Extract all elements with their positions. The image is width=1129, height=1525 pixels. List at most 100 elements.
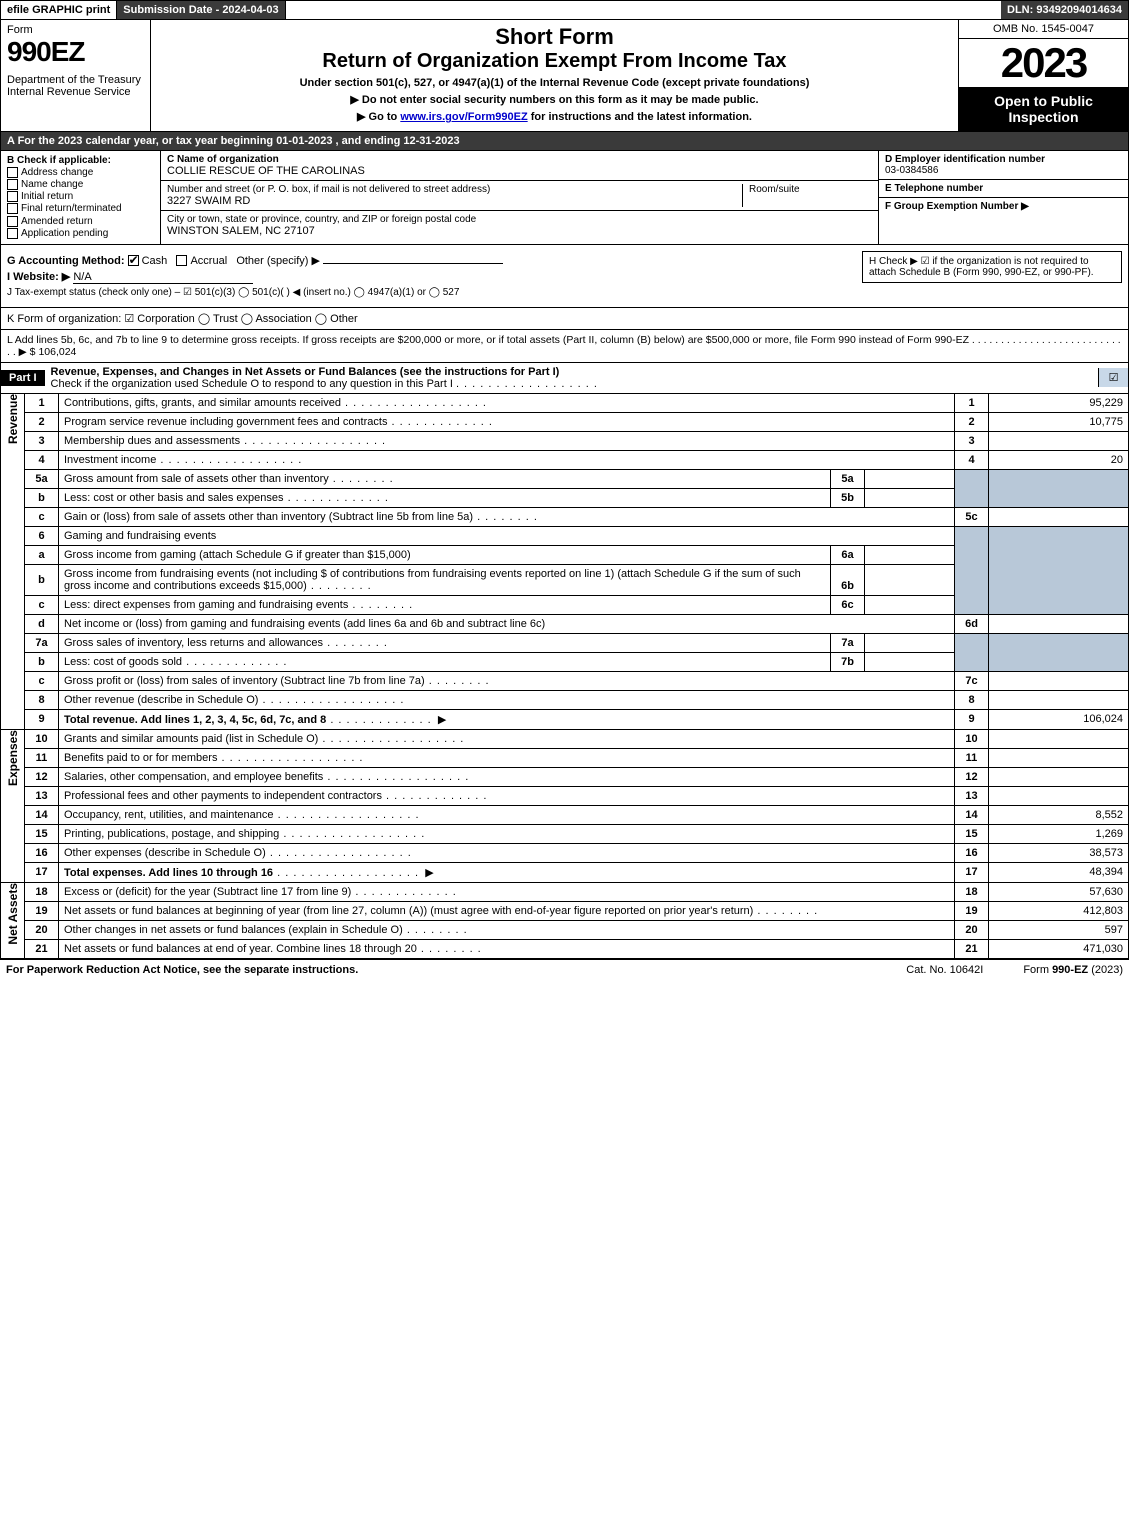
irs-link[interactable]: www.irs.gov/Form990EZ <box>400 111 527 123</box>
expenses-label: Expenses <box>0 730 24 883</box>
part1-header: Part I Revenue, Expenses, and Changes in… <box>0 363 1129 394</box>
tax-year: 2023 <box>959 39 1128 87</box>
line-7a: 7aGross sales of inventory, less returns… <box>25 633 1129 652</box>
form-number: 990EZ <box>7 36 144 68</box>
chk-final[interactable]: Final return/terminated <box>7 203 154 214</box>
part1-tag: Part I <box>1 370 45 386</box>
return-title: Return of Organization Exempt From Incom… <box>159 50 950 73</box>
part1-sub: Check if the organization used Schedule … <box>51 378 598 390</box>
d-tel: E Telephone number <box>879 180 1128 198</box>
section-bcd: B Check if applicable: Address change Na… <box>0 151 1129 245</box>
row-a: A For the 2023 calendar year, or tax yea… <box>0 132 1129 151</box>
line-5a: 5aGross amount from sale of assets other… <box>25 469 1129 488</box>
line-8: 8Other revenue (describe in Schedule O)8 <box>25 690 1129 709</box>
topbar-spacer <box>286 1 1001 19</box>
part1-desc: Revenue, Expenses, and Changes in Net As… <box>45 363 1098 393</box>
col-b: B Check if applicable: Address change Na… <box>1 151 161 244</box>
c-name-row: C Name of organization COLLIE RESCUE OF … <box>161 151 878 181</box>
cash-label: Cash <box>142 255 168 267</box>
part1-title: Revenue, Expenses, and Changes in Net As… <box>51 366 560 378</box>
short-form-title: Short Form <box>159 24 950 50</box>
line-13: 13Professional fees and other payments t… <box>25 786 1129 805</box>
line-14: 14Occupancy, rent, utilities, and mainte… <box>25 805 1129 824</box>
line-4: 4Investment income420 <box>25 450 1129 469</box>
page-footer: For Paperwork Reduction Act Notice, see … <box>0 959 1129 980</box>
h-box: H Check ▶ ☑ if the organization is not r… <box>862 251 1122 283</box>
omb-number: OMB No. 1545-0047 <box>959 20 1128 39</box>
org-addr: 3227 SWAIM RD <box>167 195 742 207</box>
efile-label[interactable]: efile GRAPHIC print <box>1 1 117 19</box>
header-right: OMB No. 1545-0047 2023 Open to Public In… <box>958 20 1128 131</box>
org-name: COLLIE RESCUE OF THE CAROLINAS <box>167 165 365 177</box>
l-text: L Add lines 5b, 6c, and 7b to line 9 to … <box>7 334 1121 358</box>
header-middle: Short Form Return of Organization Exempt… <box>151 20 958 131</box>
top-bar: efile GRAPHIC print Submission Date - 20… <box>0 0 1129 20</box>
chk-initial[interactable]: Initial return <box>7 191 154 202</box>
d-group: F Group Exemption Number ▶ <box>879 198 1128 215</box>
revenue-table: 1Contributions, gifts, grants, and simil… <box>24 394 1129 730</box>
under-section: Under section 501(c), 527, or 4947(a)(1)… <box>159 77 950 89</box>
ein-value: 03-0384586 <box>885 165 1122 176</box>
other-input[interactable] <box>323 263 503 264</box>
l-value: 106,024 <box>38 346 76 358</box>
accrual-label: Accrual <box>190 255 227 267</box>
other-label: Other (specify) ▶ <box>236 255 320 267</box>
open-inspection: Open to Public Inspection <box>959 87 1128 131</box>
chk-address-label: Address change <box>21 167 93 178</box>
group-label: F Group Exemption Number ▶ <box>885 201 1029 212</box>
room-suite: Room/suite <box>742 184 872 207</box>
ssn-note: ▶ Do not enter social security numbers o… <box>159 93 950 106</box>
row-k: K Form of organization: ☑ Corporation ◯ … <box>0 308 1129 330</box>
chk-pending[interactable]: Application pending <box>7 228 154 239</box>
netassets-table: 18Excess or (deficit) for the year (Subt… <box>24 883 1129 959</box>
netassets-group: Net Assets 18Excess or (deficit) for the… <box>0 883 1129 959</box>
section-ghij: G Accounting Method: Cash Accrual Other … <box>0 245 1129 308</box>
line-20: 20Other changes in net assets or fund ba… <box>25 920 1129 939</box>
c-city-label: City or town, state or province, country… <box>167 214 476 225</box>
form-header: Form 990EZ Department of the Treasury In… <box>0 20 1129 132</box>
c-city-row: City or town, state or province, country… <box>161 211 878 240</box>
goto-post: for instructions and the latest informat… <box>528 111 752 123</box>
footer-right: Form 990-EZ (2023) <box>1023 964 1123 976</box>
line-6d: dNet income or (loss) from gaming and fu… <box>25 614 1129 633</box>
department: Department of the Treasury Internal Reve… <box>7 74 144 98</box>
revenue-label: Revenue <box>0 394 24 730</box>
c-name-label: C Name of organization <box>167 154 365 165</box>
ein-label: D Employer identification number <box>885 154 1122 165</box>
line-21: 21Net assets or fund balances at end of … <box>25 939 1129 958</box>
expenses-table: 10Grants and similar amounts paid (list … <box>24 730 1129 883</box>
row-l: L Add lines 5b, 6c, and 7b to line 9 to … <box>0 330 1129 363</box>
revenue-group: Revenue 1Contributions, gifts, grants, a… <box>0 394 1129 730</box>
tel-label: E Telephone number <box>885 183 1122 194</box>
chk-accrual[interactable] <box>176 255 187 266</box>
line-19: 19Net assets or fund balances at beginni… <box>25 901 1129 920</box>
dln: DLN: 93492094014634 <box>1001 1 1128 19</box>
chk-amended[interactable]: Amended return <box>7 216 154 227</box>
b-label: B Check if applicable: <box>7 155 154 166</box>
line-9: 9Total revenue. Add lines 1, 2, 3, 4, 5c… <box>25 709 1129 729</box>
expenses-group: Expenses 10Grants and similar amounts pa… <box>0 730 1129 883</box>
line-16: 16Other expenses (describe in Schedule O… <box>25 843 1129 862</box>
i-label: I Website: ▶ <box>7 271 70 283</box>
col-c: C Name of organization COLLIE RESCUE OF … <box>161 151 878 244</box>
chk-final-label: Final return/terminated <box>21 204 122 215</box>
c-addr-row: Number and street (or P. O. box, if mail… <box>161 181 878 211</box>
chk-initial-label: Initial return <box>21 191 73 202</box>
chk-address[interactable]: Address change <box>7 167 154 178</box>
c-addr-label: Number and street (or P. O. box, if mail… <box>167 184 742 195</box>
line-3: 3Membership dues and assessments3 <box>25 431 1129 450</box>
chk-pending-label: Application pending <box>21 228 108 239</box>
line-18: 18Excess or (deficit) for the year (Subt… <box>25 883 1129 902</box>
chk-cash[interactable] <box>128 255 139 266</box>
line-17: 17Total expenses. Add lines 10 through 1… <box>25 862 1129 882</box>
footer-left: For Paperwork Reduction Act Notice, see … <box>6 964 866 976</box>
chk-name-label: Name change <box>21 179 83 190</box>
form-word: Form <box>7 24 144 36</box>
goto-note: ▶ Go to www.irs.gov/Form990EZ for instru… <box>159 110 950 123</box>
part1-checkbox[interactable]: ☑ <box>1098 368 1128 387</box>
line-6: 6Gaming and fundraising events <box>25 526 1129 545</box>
chk-name[interactable]: Name change <box>7 179 154 190</box>
line-10: 10Grants and similar amounts paid (list … <box>25 730 1129 749</box>
d-ein: D Employer identification number 03-0384… <box>879 151 1128 180</box>
j-line: J Tax-exempt status (check only one) – ☑… <box>7 287 1122 298</box>
